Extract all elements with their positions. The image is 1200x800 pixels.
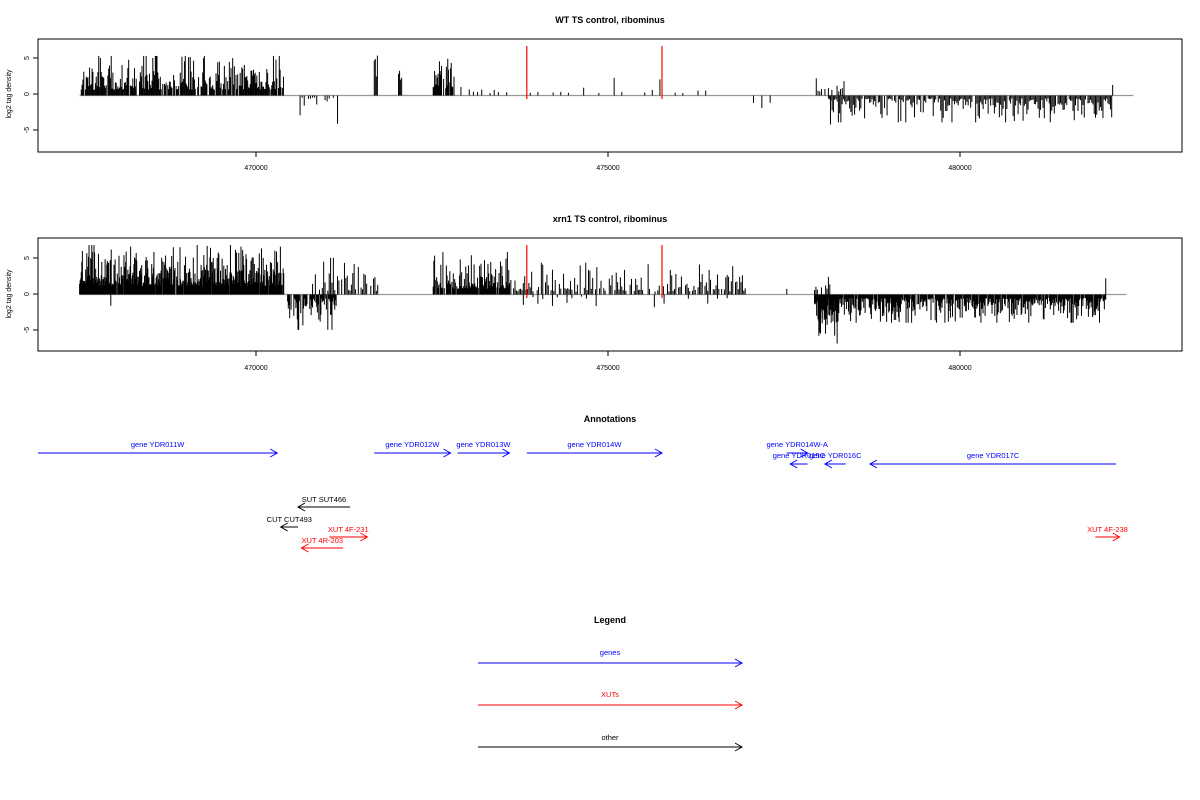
panel-wt-xtick-470000: 470000 bbox=[244, 165, 267, 172]
panel-wt-ytick-5: 5 bbox=[24, 56, 31, 60]
annotation-label: XUT 4F-231 bbox=[328, 525, 369, 534]
annotation-arrowhead bbox=[269, 448, 279, 458]
annotation-item: gene YDR015C bbox=[773, 451, 826, 469]
panel-wt-ylabel: log2 tag density bbox=[6, 69, 13, 119]
panel-xrn1-title: xrn1 TS control, ribominus bbox=[553, 214, 668, 224]
annotation-label: CUT CUT493 bbox=[267, 515, 312, 524]
panel-wt-xtick-475000: 475000 bbox=[596, 165, 619, 172]
annotation-label: gene YDR015C bbox=[773, 451, 826, 460]
annotation-item: SUT SUT466 bbox=[296, 495, 350, 512]
panel-wt-bars bbox=[79, 46, 1134, 125]
annotation-item: XUT 4R-203 bbox=[300, 536, 344, 553]
legend-arrowhead-other bbox=[734, 742, 744, 752]
annotation-label: gene YDR016C bbox=[809, 451, 862, 460]
panel-xrn1-ytick-5: 5 bbox=[24, 256, 31, 260]
annotation-arrowhead bbox=[300, 543, 309, 553]
annotation-arrowhead bbox=[360, 532, 369, 542]
legend-entry-xuts: XUTs bbox=[478, 690, 744, 710]
annotation-label: XUT 4R-203 bbox=[301, 536, 343, 545]
annotation-label: gene YDR012W bbox=[385, 440, 440, 449]
annotations-track: Annotations gene YDR011W gene YDR012W gene… bbox=[38, 414, 1128, 553]
panel-xrn1-xtick-475000: 475000 bbox=[596, 365, 619, 372]
legend-arrowhead-xuts bbox=[734, 700, 744, 710]
annotation-arrowhead bbox=[654, 448, 664, 458]
panel-wt-frame bbox=[37, 38, 1183, 153]
annotation-item: gene YDR017C bbox=[868, 451, 1117, 469]
panel-wt-ytick-0: 0 bbox=[24, 92, 31, 96]
annotation-label: gene YDR014W-A bbox=[766, 440, 827, 449]
annotation-arrowhead bbox=[823, 459, 833, 469]
annotation-arrowhead bbox=[789, 459, 798, 469]
panel-xrn1-bars bbox=[79, 245, 1127, 344]
panel-wt-title: WT TS control, ribominus bbox=[555, 15, 665, 25]
legend-label-other: other bbox=[601, 733, 619, 742]
panel-wt-ytick-neg5: -5 bbox=[24, 127, 31, 133]
legend-entry-genes: genes bbox=[478, 648, 744, 668]
legend-arrowhead-genes bbox=[734, 658, 744, 668]
annotation-item: gene YDR012W bbox=[374, 440, 452, 458]
panel-xrn1-xaxis: 470000 475000 480000 bbox=[244, 351, 972, 372]
annotation-item: gene YDR014W-A bbox=[766, 440, 828, 458]
panel-xrn1: xrn1 TS control, ribominus 5 0 -5 log2 t… bbox=[6, 214, 1183, 372]
annotation-label: gene YDR011W bbox=[131, 440, 185, 449]
panel-xrn1-ylabel: log2 tag density bbox=[6, 269, 13, 319]
legend-title: Legend bbox=[594, 615, 626, 625]
legend-label-genes: genes bbox=[600, 648, 621, 657]
panel-xrn1-xtick-470000: 470000 bbox=[244, 365, 267, 372]
annotation-item: gene YDR016C bbox=[809, 451, 862, 469]
legend-label-xuts: XUTs bbox=[601, 690, 619, 699]
panel-wt-yaxis: 5 0 -5 log2 tag density bbox=[6, 56, 38, 133]
panel-xrn1-xtick-480000: 480000 bbox=[948, 365, 971, 372]
annotation-arrowhead bbox=[1112, 532, 1121, 542]
annotation-label: SUT SUT466 bbox=[302, 495, 346, 504]
annotations-title: Annotations bbox=[584, 414, 637, 424]
annotation-item: gene YDR014W bbox=[526, 440, 664, 458]
annotation-item: gene YDR013W bbox=[456, 440, 511, 458]
legend-entry-other: other bbox=[478, 733, 744, 752]
annotation-item: gene YDR011W bbox=[38, 440, 279, 458]
annotation-item: XUT 4F-231 bbox=[328, 525, 369, 542]
annotation-arrowhead bbox=[868, 459, 878, 469]
annotation-label: gene YDR014W bbox=[567, 440, 622, 449]
annotation-label: XUT 4F-238 bbox=[1087, 525, 1128, 534]
annotation-label: gene YDR017C bbox=[967, 451, 1020, 460]
annotation-arrowhead bbox=[800, 448, 809, 458]
legend: Legend genes XUTs other bbox=[478, 615, 744, 752]
panel-wt-xaxis: 470000 475000 480000 bbox=[244, 152, 972, 172]
annotation-arrowhead bbox=[502, 448, 511, 458]
annotation-arrowhead bbox=[279, 522, 288, 532]
annotation-label: gene YDR013W bbox=[456, 440, 511, 449]
annotation-arrowhead bbox=[443, 448, 452, 458]
panel-wt: WT TS control, ribominus 5 0 -5 log2 tag… bbox=[6, 15, 1183, 172]
annotation-arrows: gene YDR011W gene YDR012W gene YDR013W gene… bbox=[38, 440, 1128, 553]
annotation-item: CUT CUT493 bbox=[267, 515, 312, 532]
panel-xrn1-ytick-neg5: -5 bbox=[24, 327, 31, 333]
panel-wt-xtick-480000: 480000 bbox=[948, 165, 971, 172]
panel-xrn1-ytick-0: 0 bbox=[24, 292, 31, 296]
panel-xrn1-yaxis: 5 0 -5 log2 tag density bbox=[6, 256, 38, 333]
annotation-arrowhead bbox=[296, 502, 306, 512]
annotation-item: XUT 4F-238 bbox=[1087, 525, 1128, 542]
